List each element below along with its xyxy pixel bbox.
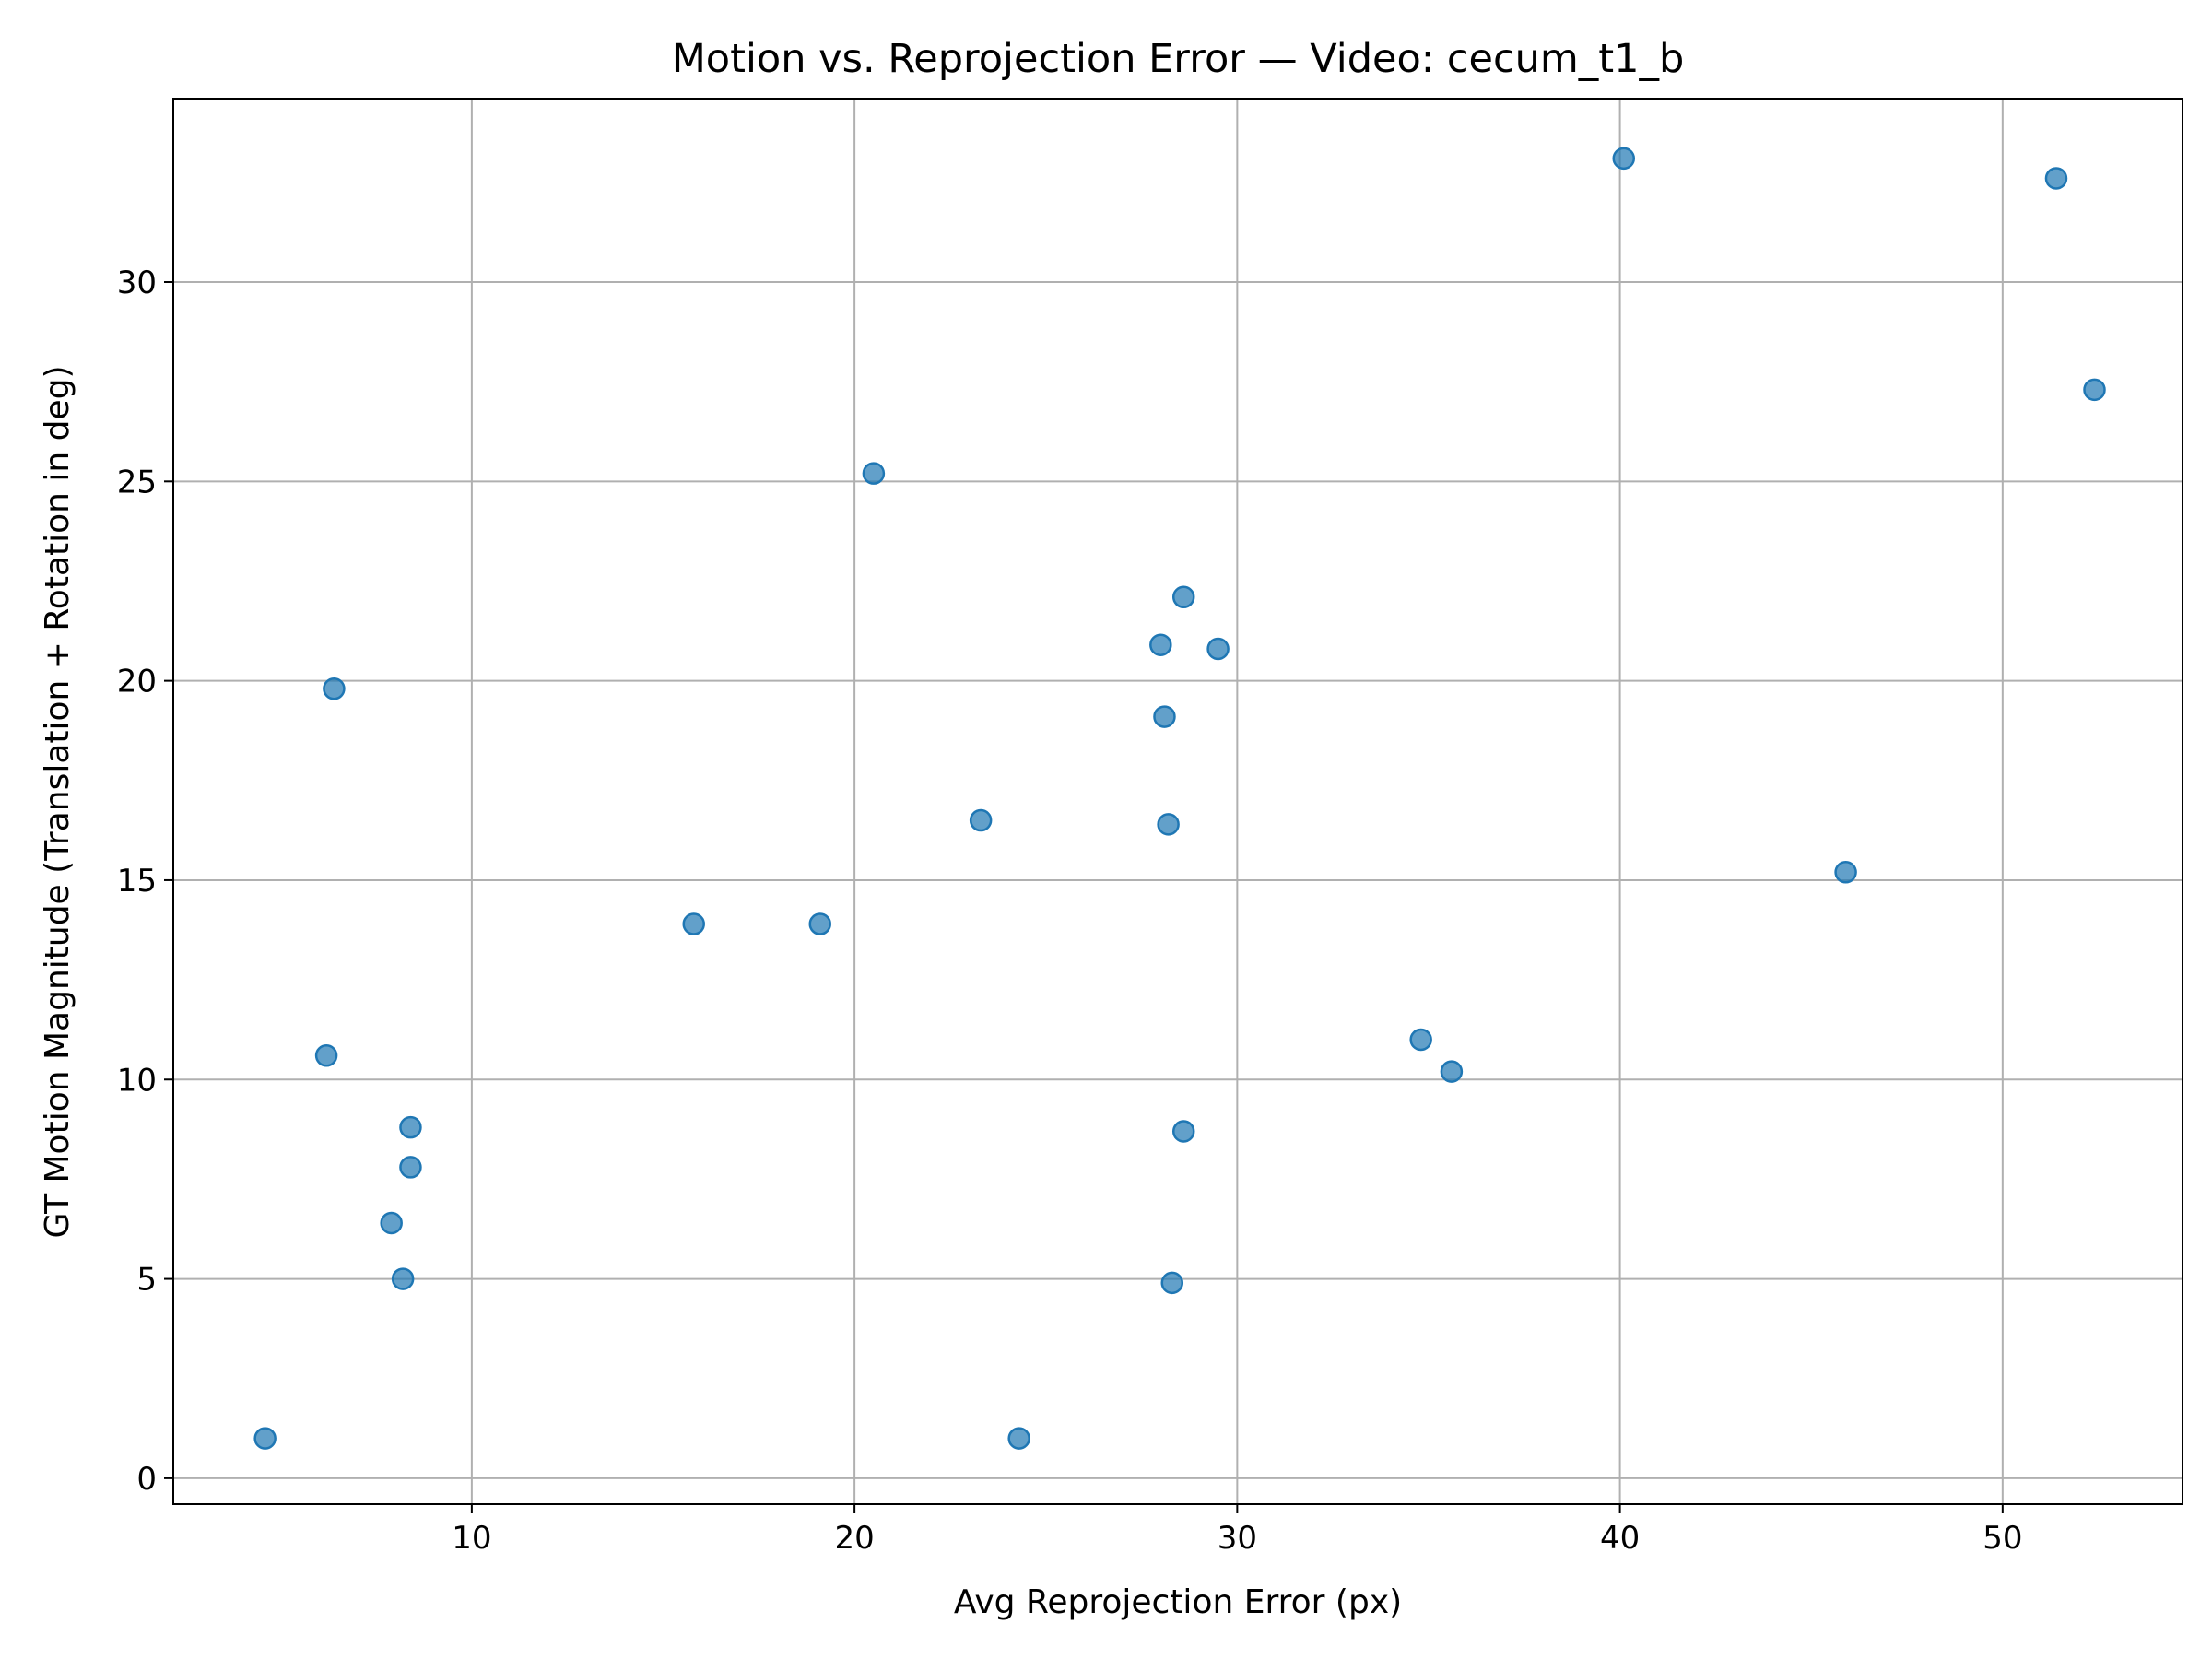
data-point [391,1267,415,1290]
data-point [1157,813,1180,836]
y-tick-label: 15 [117,863,157,900]
x-tick-label: 20 [834,1520,874,1557]
data-point [1153,705,1176,728]
x-tick-label: 10 [452,1520,491,1557]
data-point [2083,378,2106,402]
y-tick-label: 5 [136,1262,157,1299]
data-point [314,1044,338,1067]
data-point [808,912,832,935]
axis-ticks: 10 20 30 40 50 0 5 10 15 20 25 30 [117,265,2023,1557]
data-point [969,808,993,832]
y-tick-label: 30 [117,265,157,301]
data-point [1160,1271,1184,1295]
y-tick-label: 20 [117,664,157,700]
data-point [2044,167,2068,190]
data-point [1171,1120,1195,1143]
x-tick-label: 50 [1983,1520,2022,1557]
data-point [1440,1060,1464,1083]
y-axis-label: GT Motion Magnitude (Translation + Rotat… [39,365,76,1238]
data-point [1834,861,1857,884]
y-tick-label: 10 [117,1062,157,1099]
data-point [399,1115,422,1139]
data-point [1409,1028,1432,1052]
y-tick-label: 0 [136,1461,157,1498]
x-tick-label: 40 [1600,1520,1640,1557]
data-point [1149,633,1172,656]
y-tick-label: 25 [117,464,157,500]
data-point [1007,1427,1030,1450]
data-point [682,912,705,935]
data-point [862,462,886,485]
x-tick-label: 30 [1218,1520,1257,1557]
plot-frame [172,98,2183,1505]
chart-title: Motion vs. Reprojection Error — Video: c… [672,36,1685,82]
data-point [380,1211,403,1235]
x-axis-label: Avg Reprojection Error (px) [954,1583,1402,1621]
data-point [1612,147,1636,171]
data-point [253,1427,276,1450]
data-point [323,677,346,700]
data-points [253,147,2106,1450]
data-point [1171,585,1195,609]
grid [173,99,2183,1504]
data-point [399,1156,422,1179]
data-point [1206,637,1230,661]
